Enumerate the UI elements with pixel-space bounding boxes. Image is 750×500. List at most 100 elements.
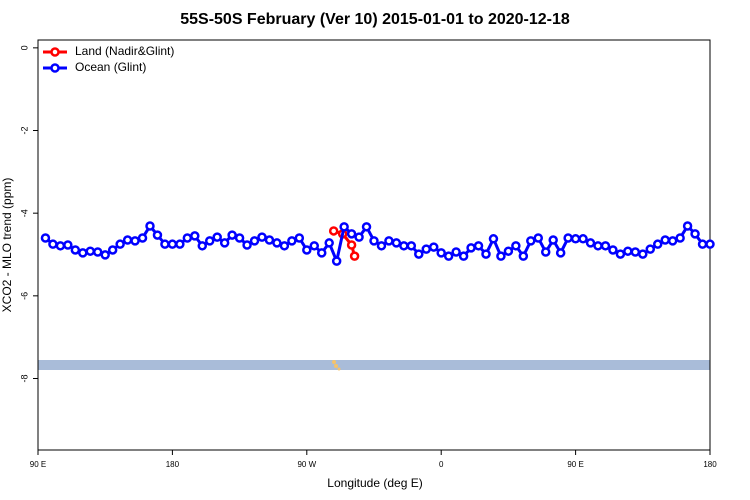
data-point bbox=[331, 256, 342, 266]
data-point bbox=[328, 226, 339, 236]
data-point bbox=[100, 250, 110, 260]
data-point bbox=[324, 238, 334, 248]
data-point bbox=[511, 241, 521, 251]
data-point bbox=[623, 246, 633, 256]
data-point bbox=[638, 249, 648, 259]
data-point bbox=[63, 240, 73, 250]
data-point bbox=[428, 242, 439, 252]
land-band bbox=[38, 360, 710, 370]
data-point bbox=[272, 238, 282, 248]
data-point bbox=[70, 245, 81, 255]
data-point bbox=[152, 230, 163, 240]
data-point bbox=[316, 248, 327, 258]
data-point bbox=[563, 233, 573, 243]
data-point bbox=[219, 238, 230, 248]
data-point bbox=[443, 251, 454, 261]
data-point bbox=[249, 236, 260, 246]
data-point bbox=[578, 234, 588, 244]
y-axis-label: XCO2 - MLO trend (ppm) bbox=[0, 178, 14, 313]
data-point bbox=[354, 232, 364, 242]
data-point bbox=[294, 233, 305, 243]
data-point bbox=[526, 236, 536, 246]
data-point bbox=[349, 251, 360, 261]
data-point bbox=[615, 249, 626, 259]
data-point bbox=[115, 239, 125, 249]
data-point bbox=[302, 245, 312, 255]
data-point bbox=[197, 241, 208, 251]
chart-title: 55S-50S February (Ver 10) 2015-01-01 to … bbox=[180, 11, 570, 28]
data-point bbox=[645, 244, 656, 254]
data-point bbox=[600, 241, 611, 251]
data-point bbox=[503, 246, 514, 256]
x-tick-label: 90 E bbox=[30, 460, 46, 469]
data-point bbox=[406, 241, 417, 251]
data-point bbox=[167, 239, 178, 249]
data-point bbox=[570, 234, 581, 244]
data-point bbox=[585, 238, 596, 248]
data-point bbox=[160, 239, 170, 249]
data-point bbox=[78, 248, 88, 258]
data-point bbox=[518, 251, 529, 261]
data-point bbox=[204, 236, 215, 246]
land-spot bbox=[334, 364, 338, 368]
data-point bbox=[376, 241, 387, 251]
legend-marker bbox=[50, 47, 60, 57]
data-point bbox=[414, 249, 424, 259]
data-point bbox=[257, 232, 267, 242]
data-point bbox=[190, 231, 200, 241]
data-point bbox=[346, 229, 357, 239]
legend-label: Ocean (Glint) bbox=[75, 60, 146, 74]
land-spot bbox=[337, 367, 341, 371]
data-point bbox=[540, 247, 551, 257]
data-point bbox=[593, 241, 603, 251]
data-point bbox=[242, 240, 252, 250]
data-point bbox=[451, 247, 461, 257]
land-spot bbox=[332, 360, 336, 364]
data-point bbox=[458, 251, 469, 261]
data-point bbox=[667, 236, 678, 246]
data-point bbox=[533, 233, 544, 243]
data-point bbox=[369, 236, 379, 246]
data-point bbox=[309, 241, 320, 251]
legend-label: Land (Nadir&Glint) bbox=[75, 44, 174, 58]
data-point bbox=[339, 222, 349, 232]
data-point bbox=[137, 233, 148, 243]
data-point bbox=[384, 236, 394, 246]
data-point bbox=[227, 230, 237, 240]
legend-marker bbox=[50, 63, 60, 73]
x-tick-label: 180 bbox=[166, 460, 180, 469]
data-point bbox=[481, 249, 491, 259]
y-tick-label: 0 bbox=[19, 45, 29, 50]
y-tick-label: -6 bbox=[19, 292, 29, 300]
data-point bbox=[92, 247, 103, 257]
data-point bbox=[630, 247, 641, 257]
data-point bbox=[212, 232, 222, 242]
y-tick-label: -2 bbox=[19, 127, 29, 135]
data-point bbox=[488, 234, 499, 244]
data-point bbox=[287, 236, 297, 246]
data-point bbox=[48, 239, 58, 249]
data-point bbox=[175, 239, 185, 249]
data-point bbox=[548, 235, 558, 245]
data-point bbox=[436, 248, 446, 258]
data-point bbox=[107, 245, 118, 255]
data-point bbox=[399, 241, 409, 251]
data-point bbox=[652, 239, 663, 249]
data-point bbox=[690, 229, 700, 239]
x-tick-label: 90 W bbox=[297, 460, 316, 469]
data-point bbox=[130, 236, 140, 246]
x-tick-label: 180 bbox=[703, 460, 717, 469]
data-point bbox=[182, 233, 193, 243]
data-point bbox=[122, 235, 133, 245]
data-point bbox=[682, 221, 693, 231]
y-tick-label: -4 bbox=[19, 209, 29, 217]
x-tick-label: 90 E bbox=[567, 460, 583, 469]
data-point bbox=[264, 235, 275, 245]
x-axis-label: Longitude (deg E) bbox=[327, 476, 422, 490]
data-point bbox=[705, 239, 715, 249]
data-point bbox=[40, 233, 51, 243]
data-point bbox=[145, 221, 155, 231]
data-point bbox=[55, 241, 66, 251]
